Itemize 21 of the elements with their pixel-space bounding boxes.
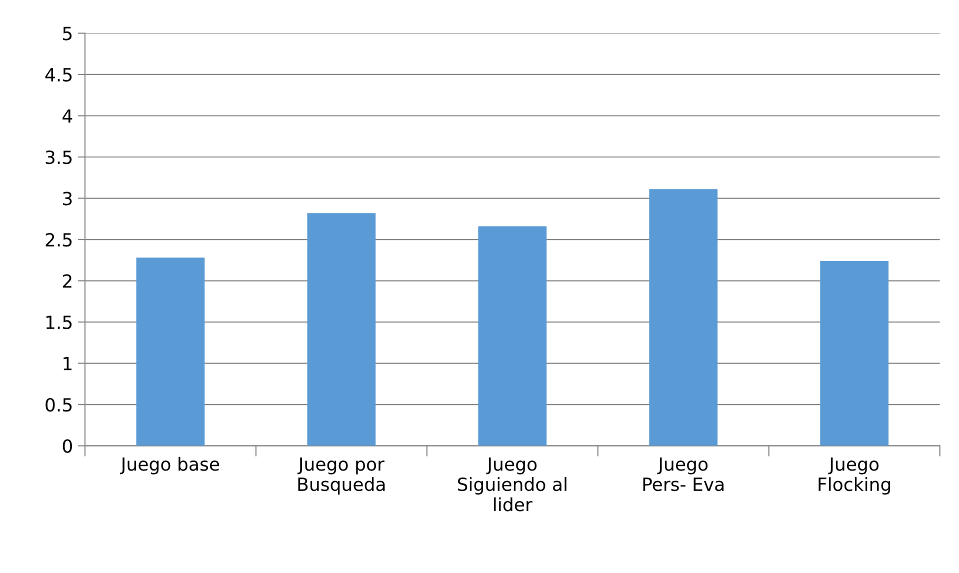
y-tick-label: 2.5 [46, 232, 72, 247]
bar [136, 258, 205, 446]
y-tick-label: 4 [62, 109, 72, 123]
bar [820, 260, 889, 446]
x-tick-label: Juego base [120, 456, 220, 474]
y-tick-label: 2 [62, 274, 72, 288]
bar [307, 213, 376, 446]
y-tick-label: 5 [63, 26, 72, 40]
x-tick-label: Juego Flocking [818, 457, 890, 495]
bar [478, 226, 547, 446]
bar [649, 189, 718, 446]
y-tick-label: 0 [62, 439, 72, 453]
y-tick-label: 1.5 [46, 316, 72, 330]
y-tick-label: 4.5 [45, 68, 72, 82]
y-tick-label: 3 [63, 192, 72, 206]
y-tick-label: 0.5 [46, 398, 72, 412]
x-tick-label: Juego Pers- Eva [643, 457, 724, 492]
y-tick-label: 3.5 [46, 150, 72, 164]
y-tick-label: 1 [64, 356, 72, 370]
x-tick-label: Juego por Busqueda [297, 457, 385, 495]
x-tick-label: Juego Siguiendo al lider [458, 457, 566, 512]
